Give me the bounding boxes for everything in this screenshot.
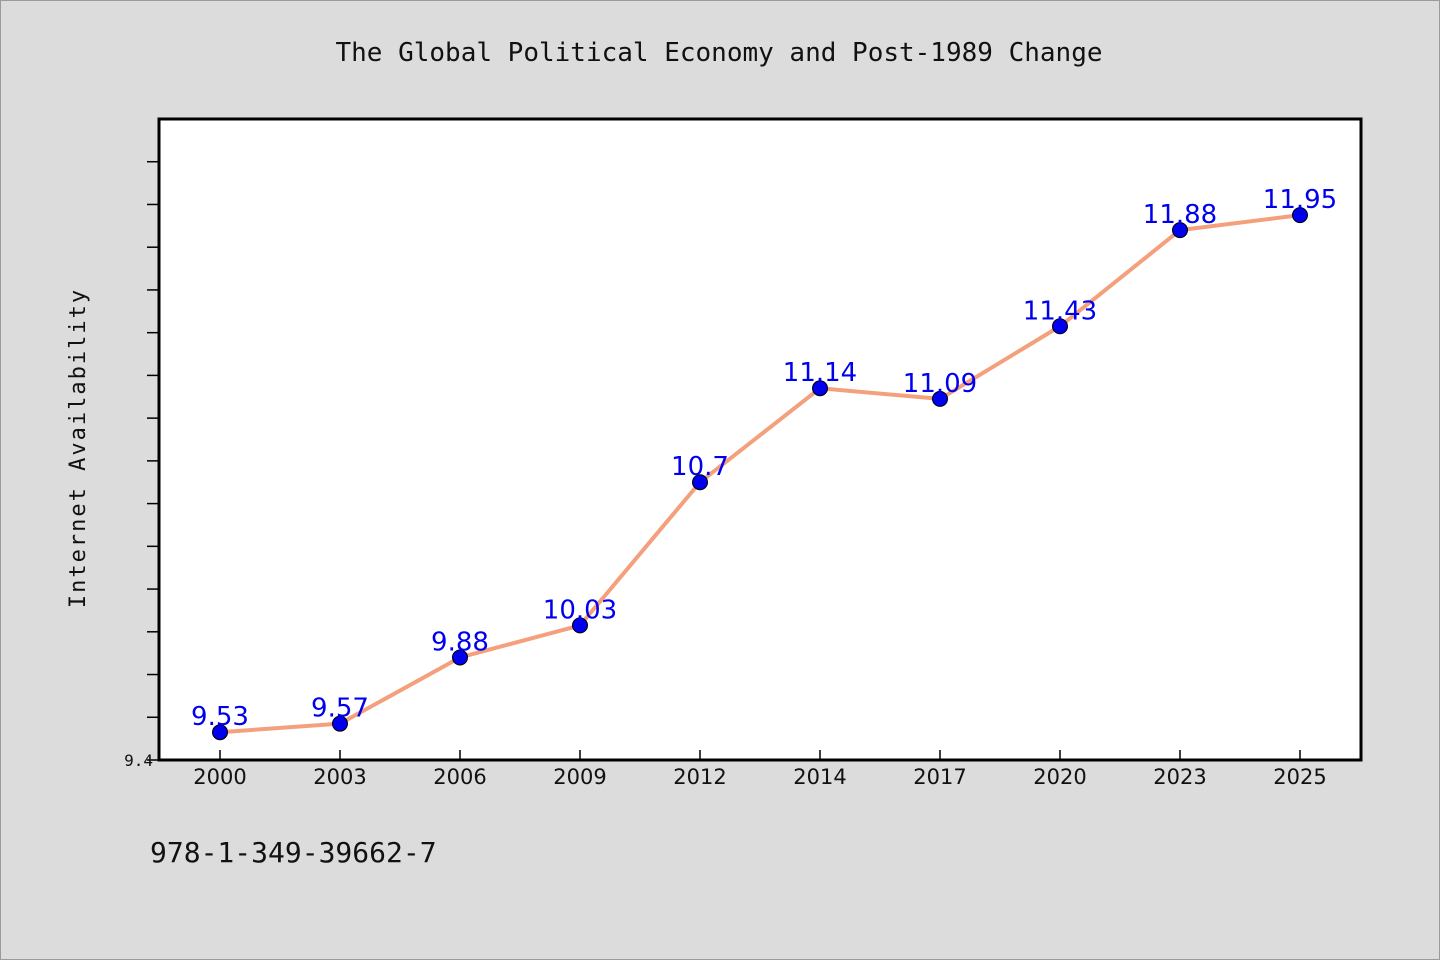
data-label: 11.95: [1263, 185, 1337, 215]
x-tick-label: 2003: [313, 765, 366, 789]
x-tick-label: 2023: [1153, 765, 1206, 789]
series-line: [219, 213, 1301, 735]
x-tick-label: 2009: [553, 765, 606, 789]
series-line-group: [219, 213, 1301, 735]
data-label: 11.88: [1143, 200, 1217, 230]
data-labels: 9.53 9.57 9.88 10.03 10.7 11.14 11.09 11.43 11.8…: [191, 185, 1337, 732]
x-axis-ticks: 2000 2003 2006 2009 2012 2014 2017 2020 2023 2025: [193, 750, 1327, 789]
y-axis-ticks: 9.4: [124, 160, 159, 770]
data-point: [1292, 207, 1308, 224]
x-tick-label: 2014: [793, 765, 846, 789]
data-label: 10.03: [543, 595, 617, 625]
footer-isbn: 978-1-349-39662-7: [150, 836, 437, 869]
y-tick-label: 9.4: [124, 751, 153, 770]
x-tick-label: 2012: [673, 765, 726, 789]
chart-title: The Global Political Economy and Post-19…: [335, 38, 1102, 68]
data-point: [332, 715, 348, 732]
data-point: [1172, 222, 1188, 239]
data-label: 11.14: [783, 358, 857, 388]
data-points: [212, 207, 1308, 741]
data-label: 11.43: [1023, 296, 1097, 326]
data-label: 11.09: [903, 369, 977, 399]
data-point: [452, 649, 468, 666]
x-tick-label: 2025: [1273, 765, 1326, 789]
data-label: 9.57: [311, 694, 369, 724]
data-point: [1052, 318, 1068, 335]
data-point: [572, 617, 588, 634]
x-tick-label: 2020: [1033, 765, 1086, 789]
data-point: [812, 380, 828, 397]
data-point: [932, 390, 948, 407]
y-axis-label: Internet Availability: [66, 288, 91, 608]
x-tick-label: 2017: [913, 765, 966, 789]
x-tick-label: 2006: [433, 765, 486, 789]
data-label: 9.53: [191, 702, 249, 732]
data-point: [692, 474, 708, 491]
data-label: 9.88: [431, 627, 489, 657]
data-label: 10.7: [671, 452, 729, 482]
plot-area: [157, 117, 1363, 762]
x-tick-label: 2000: [193, 765, 246, 789]
data-point: [212, 724, 228, 741]
